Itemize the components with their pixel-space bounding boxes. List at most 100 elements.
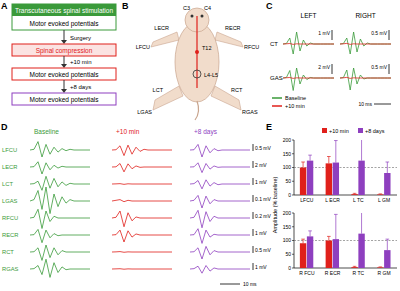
y-tick	[292, 240, 294, 241]
stimulation-site	[193, 70, 201, 78]
scale-bar	[332, 30, 333, 40]
y-tick-label: 200	[283, 137, 292, 143]
y-tick-label: 0	[288, 192, 291, 198]
row-label: RCT	[2, 249, 14, 255]
trace	[112, 183, 172, 185]
site-label: C4	[204, 5, 211, 11]
scale-label: 0.5 mV	[255, 145, 272, 151]
scale-label: 0.5 mV	[255, 247, 272, 253]
panel-letter: D	[1, 122, 8, 132]
trace	[340, 68, 391, 90]
scale-label: 2 mV	[255, 162, 267, 168]
trace	[112, 211, 172, 227]
scale-label: 1 mV	[255, 230, 267, 236]
step-label: Motor evoked potentials	[29, 96, 99, 104]
scale-label: 1 mV	[255, 264, 267, 270]
error-bar	[327, 236, 331, 240]
site-label: T12	[202, 45, 211, 51]
column-header: LEFT	[301, 12, 317, 19]
error-bar	[334, 214, 338, 239]
row-label: RGAS	[2, 266, 19, 272]
scale-bar	[389, 30, 390, 40]
rat-tail	[195, 101, 199, 120]
y-tick-label: 200	[283, 210, 292, 216]
trace	[30, 162, 90, 174]
bar	[384, 173, 390, 195]
arrow	[64, 56, 65, 65]
electrode	[191, 15, 194, 18]
bar	[326, 241, 332, 269]
plot: 050100150200LFCUL ECRL TCL GM	[283, 135, 397, 204]
plot: 050100150200R FCUR ECRR TCR GM	[283, 208, 397, 277]
bar	[377, 267, 383, 268]
bar	[326, 163, 332, 195]
row-label: LGAS	[2, 198, 18, 204]
legend-label: +10 min	[329, 128, 349, 134]
scale-bar	[253, 263, 254, 270]
site-label: LFCU	[136, 44, 150, 50]
bar	[358, 161, 364, 195]
trace	[30, 187, 90, 214]
time-bar	[374, 104, 391, 105]
site-label: LECR	[154, 25, 169, 31]
trace	[283, 43, 334, 45]
scale-bar	[253, 178, 254, 185]
trace	[190, 266, 250, 274]
step-label: Surgery	[70, 35, 91, 41]
trace	[112, 230, 172, 242]
step-label: Motor evoked potentials	[29, 20, 99, 28]
scale-bar	[253, 144, 254, 151]
trace	[190, 210, 250, 228]
error-bar	[301, 162, 305, 168]
error-bar	[386, 239, 390, 250]
y-tick	[292, 195, 294, 196]
electrode	[201, 15, 204, 18]
site-label: RCT	[231, 87, 243, 93]
trace	[112, 145, 172, 156]
legend-swatch	[272, 105, 282, 107]
time-label: 10 ms	[243, 281, 257, 287]
trace	[283, 68, 334, 91]
step-label: Transcutaneous spinal stimulation	[15, 7, 113, 15]
step-label: +8 days	[70, 84, 91, 90]
error-bar	[308, 155, 312, 161]
legend-label: +10 min	[285, 103, 305, 109]
error-bar	[353, 266, 357, 268]
site-label: LCT	[153, 87, 164, 93]
trace	[30, 176, 90, 190]
column-header: RIGHT	[355, 12, 375, 19]
trace	[190, 229, 250, 244]
scale-bar	[389, 64, 390, 74]
bar	[351, 194, 357, 195]
legend-label: +8 days	[365, 128, 385, 134]
box	[12, 68, 116, 80]
site-label: RECR	[225, 25, 241, 31]
step-label: +10 min	[70, 59, 92, 65]
legend-label: Baseline	[285, 95, 306, 101]
y-tick	[292, 213, 294, 214]
trace	[112, 164, 172, 172]
bar	[333, 163, 339, 195]
scale-label: 0.2 mV	[255, 213, 272, 219]
trace	[190, 246, 250, 259]
rat-limb	[215, 32, 243, 47]
box	[12, 93, 116, 105]
bar	[384, 250, 390, 268]
trace	[190, 144, 250, 157]
trace	[340, 43, 391, 44]
row-label: GAS	[270, 75, 283, 81]
row-label: LFCU	[2, 147, 17, 153]
scale-label: 1 mV	[255, 179, 267, 185]
time-bar	[220, 284, 240, 285]
scale-label: 0.1 mV	[255, 196, 272, 202]
step-label: Spinal compression	[36, 47, 93, 55]
y-tick	[292, 167, 294, 168]
legend-swatch	[322, 128, 327, 133]
x-tick-label: R TC	[353, 270, 365, 276]
compression-site	[195, 50, 199, 54]
trace	[30, 142, 90, 157]
step-label: Motor evoked potentials	[29, 71, 99, 79]
y-tick-label: 100	[283, 164, 292, 170]
bar	[307, 161, 313, 195]
y-tick-label: 50	[285, 178, 291, 184]
